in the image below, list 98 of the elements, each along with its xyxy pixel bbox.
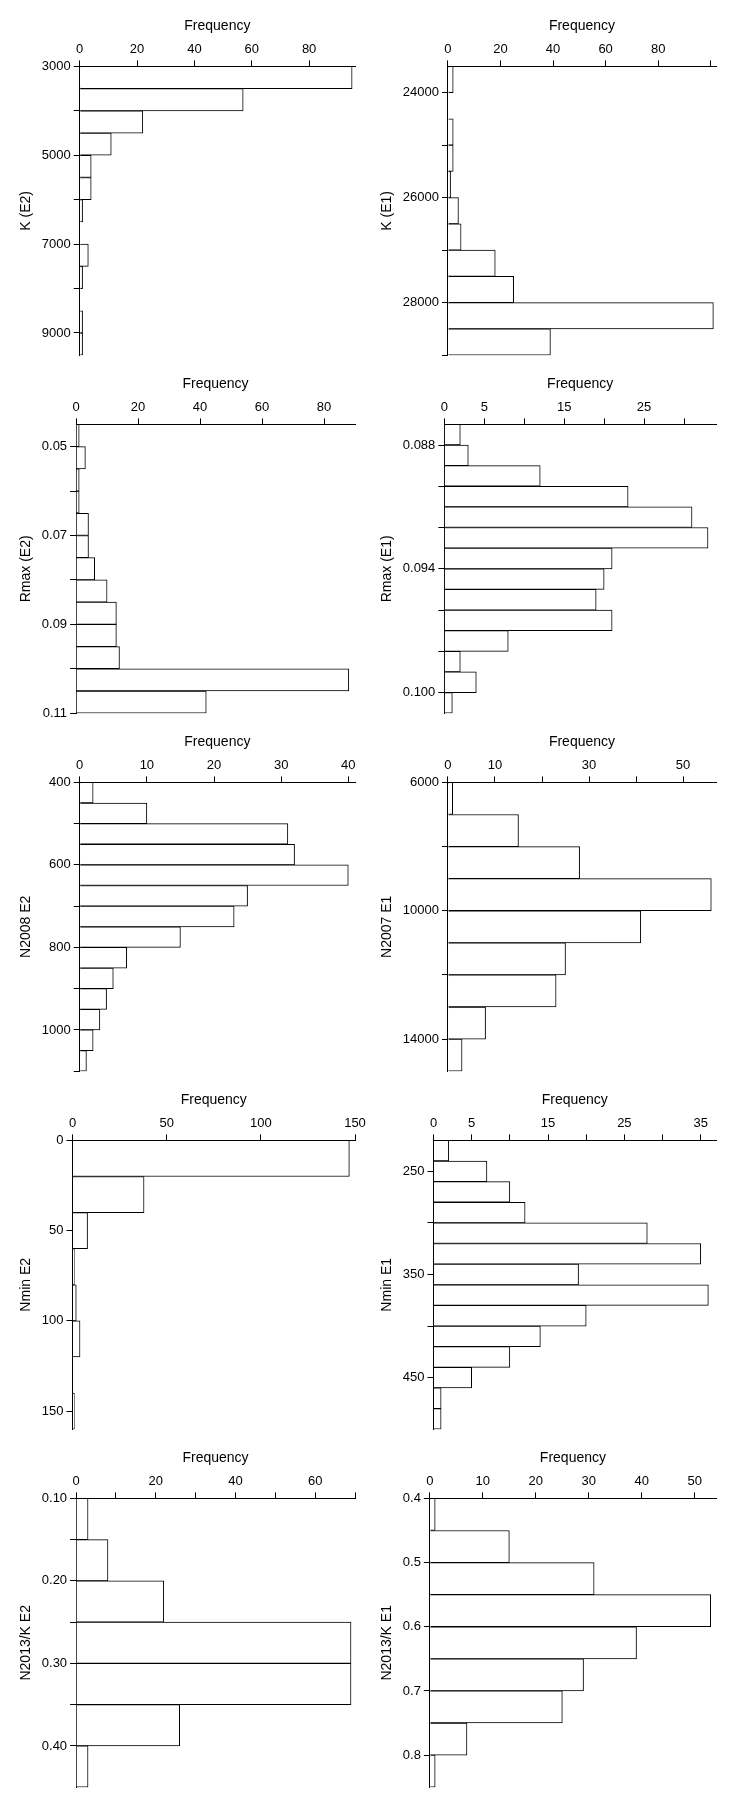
x-tick-label: 20	[493, 41, 508, 57]
y-tick-label: 50	[49, 1222, 64, 1238]
x-tick-label: 30	[581, 757, 597, 773]
x-tick-label: 40	[187, 41, 202, 57]
x-tick-label: 60	[598, 41, 613, 57]
x-axis-title: Frequency	[182, 375, 249, 392]
x-tick-label: 40	[228, 1473, 243, 1489]
y-tick-label: 0.100	[402, 684, 436, 700]
x-tick-label: 10	[487, 757, 503, 773]
x-tick-label: 60	[244, 41, 259, 57]
y-axis-title: K (E2)	[17, 190, 34, 231]
x-tick-label: 25	[636, 399, 652, 415]
y-tick-label: 6000	[410, 773, 439, 789]
x-tick-label: 50	[159, 1115, 174, 1131]
y-tick-label: 28000	[402, 294, 439, 310]
y-tick-label: 0.7	[402, 1682, 421, 1698]
x-tick-label: 40	[341, 757, 356, 773]
x-tick-label: 10	[475, 1473, 491, 1489]
y-axis-title: N2013/K E1	[378, 1604, 395, 1681]
y-tick-label: 800	[49, 939, 71, 955]
y-tick-label: 350	[402, 1266, 425, 1282]
x-axis-title: Frequency	[541, 1091, 608, 1108]
x-tick-label: 35	[693, 1115, 708, 1131]
y-tick-label: 0.11	[42, 704, 68, 720]
y-tick-label: 0.10	[41, 1489, 68, 1505]
y-tick-label: 14000	[402, 1030, 439, 1046]
x-tick-label: 40	[634, 1473, 650, 1489]
x-tick-label: 20	[528, 1473, 544, 1489]
x-tick-label: 0	[76, 41, 84, 57]
x-tick-label: 5	[468, 1115, 476, 1131]
x-tick-label: 0	[76, 757, 84, 773]
x-axis-title: Frequency	[184, 733, 251, 750]
x-tick-label: 60	[307, 1473, 323, 1489]
x-axis-title: Frequency	[547, 375, 614, 392]
x-tick-label: 20	[130, 399, 146, 415]
y-tick-label: 0.4	[402, 1489, 421, 1505]
y-axis-title: N2007 E1	[378, 895, 395, 958]
x-tick-label: 0	[444, 41, 452, 57]
y-axis-title: Nmin E1	[378, 1257, 395, 1312]
y-tick-label: 26000	[402, 189, 439, 205]
y-tick-label: 0.088	[402, 436, 436, 452]
y-axis-title: K (E1)	[378, 190, 395, 231]
x-tick-label: 80	[301, 41, 317, 57]
y-tick-label: 0.8	[402, 1746, 421, 1762]
x-tick-label: 30	[581, 1473, 597, 1489]
y-tick-label: 0.07	[41, 527, 68, 543]
y-tick-label: 0.5	[402, 1554, 421, 1570]
y-tick-label: 0.20	[41, 1572, 68, 1588]
y-tick-label: 0.40	[41, 1737, 68, 1753]
y-tick-label: 0.30	[41, 1655, 68, 1671]
x-axis-title: Frequency	[184, 17, 251, 34]
y-tick-label: 9000	[41, 324, 71, 340]
y-tick-label: 10000	[402, 902, 439, 918]
x-tick-label: 30	[273, 757, 289, 773]
x-tick-label: 40	[192, 399, 208, 415]
y-tick-label: 0.094	[402, 560, 436, 576]
x-tick-label: 15	[540, 1115, 556, 1131]
x-tick-label: 15	[556, 399, 572, 415]
y-tick-label: 250	[402, 1162, 425, 1178]
y-tick-label: 7000	[41, 235, 71, 251]
x-axis-title: Frequency	[539, 1449, 607, 1466]
y-tick-label: 450	[402, 1369, 425, 1385]
x-axis-title: Frequency	[548, 733, 616, 750]
x-tick-label: 0	[444, 757, 452, 773]
y-tick-label: 400	[49, 773, 71, 789]
x-axis-title: Frequency	[180, 1091, 247, 1108]
x-tick-label: 80	[316, 399, 332, 415]
y-axis-title: Rmax (E1)	[378, 535, 395, 603]
x-tick-label: 20	[206, 757, 222, 773]
x-tick-label: 100	[249, 1115, 272, 1131]
y-tick-label: 5000	[41, 146, 71, 162]
y-tick-label: 0.05	[41, 438, 68, 454]
x-tick-label: 20	[148, 1473, 164, 1489]
y-tick-label: 1000	[41, 1021, 71, 1037]
y-axis-title: N2013/K E2	[17, 1604, 34, 1681]
y-tick-label: 600	[49, 856, 71, 872]
x-axis-title: Frequency	[548, 17, 616, 34]
x-tick-label: 5	[480, 399, 488, 415]
y-axis-title: N2008 E2	[17, 895, 34, 958]
x-tick-label: 10	[139, 757, 155, 773]
x-tick-label: 20	[129, 41, 145, 57]
x-tick-label: 40	[545, 41, 561, 57]
y-tick-label: 0.6	[402, 1618, 421, 1634]
y-tick-label: 3000	[41, 57, 71, 73]
y-tick-label: 0.09	[41, 615, 68, 631]
y-tick-label: 24000	[402, 84, 439, 100]
y-axis-title: Rmax (E2)	[17, 535, 34, 603]
x-tick-label: 60	[254, 399, 270, 415]
x-tick-label: 50	[687, 1473, 703, 1489]
x-tick-label: 80	[650, 41, 666, 57]
y-tick-label: 150	[41, 1402, 64, 1418]
x-tick-label: 150	[344, 1115, 366, 1131]
y-tick-label: 0	[56, 1131, 64, 1147]
y-tick-label: 100	[41, 1312, 64, 1328]
y-axis-title: Nmin E2	[17, 1257, 34, 1312]
x-tick-label: 25	[617, 1115, 632, 1131]
x-axis-title: Frequency	[182, 1449, 249, 1466]
x-tick-label: 50	[675, 757, 691, 773]
